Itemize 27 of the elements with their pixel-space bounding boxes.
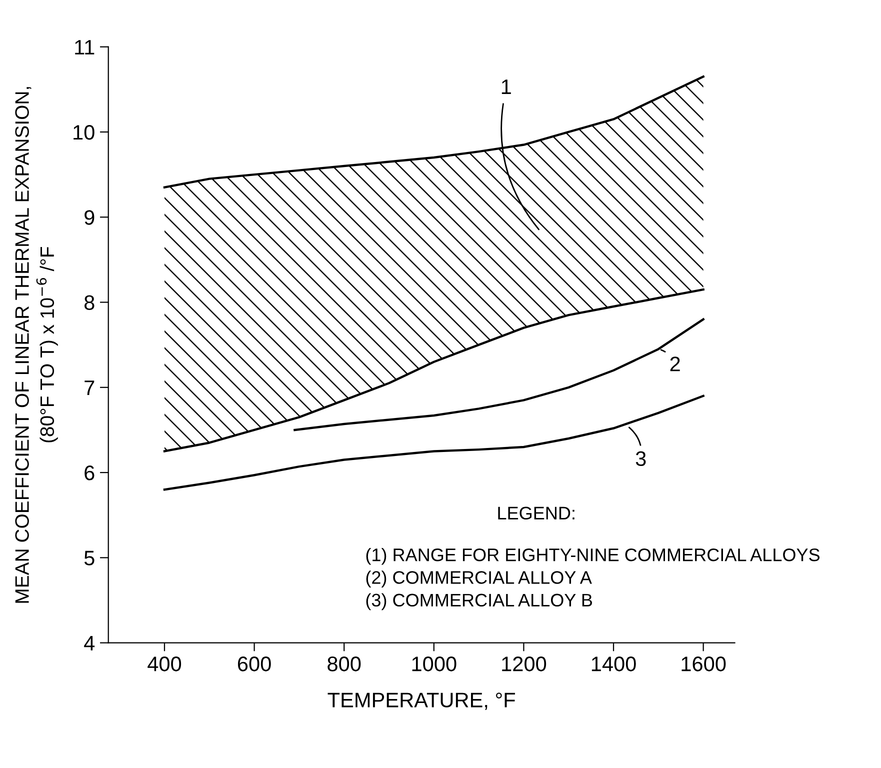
annotation: (2) COMMERCIAL ALLOY A bbox=[366, 570, 592, 588]
x-tick-label: 1000 bbox=[412, 656, 456, 672]
y-tick-label: 7 bbox=[84, 380, 94, 395]
x-tick-label: 1400 bbox=[592, 656, 636, 672]
y-tick-label: 11 bbox=[75, 40, 94, 54]
x-tick-label: 600 bbox=[238, 656, 271, 672]
y-tick-label: 8 bbox=[84, 295, 94, 310]
line-series bbox=[163, 394, 704, 491]
annotation: 2 bbox=[670, 356, 680, 372]
y-tick-label: 5 bbox=[84, 550, 94, 566]
line-series bbox=[163, 288, 704, 452]
x-axis-title: TEMPERATURE, °F bbox=[328, 692, 515, 710]
annotation: (3) COMMERCIAL ALLOY B bbox=[366, 593, 592, 610]
x-tick-label: 1600 bbox=[682, 656, 726, 672]
annotation: (1) RANGE FOR EIGHTY-NINE COMMERCIAL ALLOYS bbox=[366, 548, 820, 565]
line-series bbox=[294, 318, 704, 432]
y-axis-title: MEAN COEFFICIENT OF LINEAR THERMAL EXPANSION, (80°F TO T) x 10$^{−6}$ /°F bbox=[15, 87, 58, 603]
annotation: LEGEND: bbox=[498, 506, 574, 520]
y-tick-label: 10 bbox=[74, 124, 94, 140]
annotation: 3 bbox=[636, 451, 646, 466]
x-tick-label: 400 bbox=[148, 656, 182, 672]
y-tick-label: 9 bbox=[84, 210, 94, 225]
x-tick-label: 1200 bbox=[502, 656, 546, 672]
annotation: 1 bbox=[502, 80, 511, 94]
x-tick-label: 800 bbox=[328, 656, 361, 672]
y-tick-label: 4 bbox=[84, 636, 95, 650]
y-tick-label: 6 bbox=[84, 466, 94, 480]
